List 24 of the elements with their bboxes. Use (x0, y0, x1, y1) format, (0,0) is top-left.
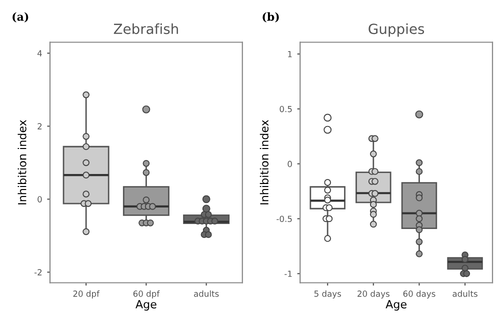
x-tick-label: 60 days (403, 290, 436, 298)
y-tick-label: 0 (38, 196, 42, 202)
x-tick-label: 20 days (358, 290, 390, 298)
y-tick-label: 2 (38, 123, 42, 130)
chart-title: Guppies (368, 23, 424, 37)
y-tick-label: -0.5 (276, 216, 292, 222)
x-tick-label: 5 days (314, 290, 341, 298)
x-tick-label: 60 dpf (133, 290, 160, 298)
text: (a) (12, 12, 28, 22)
y-tick-label: 0 (288, 160, 292, 168)
text: (b) (262, 12, 279, 22)
y-tick-label: 4 (37, 50, 42, 56)
x-axis-title: Age (386, 300, 406, 311)
x-tick-label: adults (452, 290, 478, 297)
y-tick-label: -1 (284, 270, 292, 277)
x-axis-title: Age (136, 300, 156, 311)
chart-title: Zebrafish (114, 23, 178, 34)
x-tick-label: 20 dpf (73, 290, 100, 298)
y-tick-label: -2 (34, 269, 42, 276)
x-tick-label: adults (194, 290, 219, 297)
y-axis-title: Inhibition index (260, 120, 268, 204)
y-axis-title: Inhibition index (18, 120, 26, 204)
y-tick-label: 0.5 (280, 106, 292, 112)
y-tick-label: 1 (288, 51, 292, 58)
